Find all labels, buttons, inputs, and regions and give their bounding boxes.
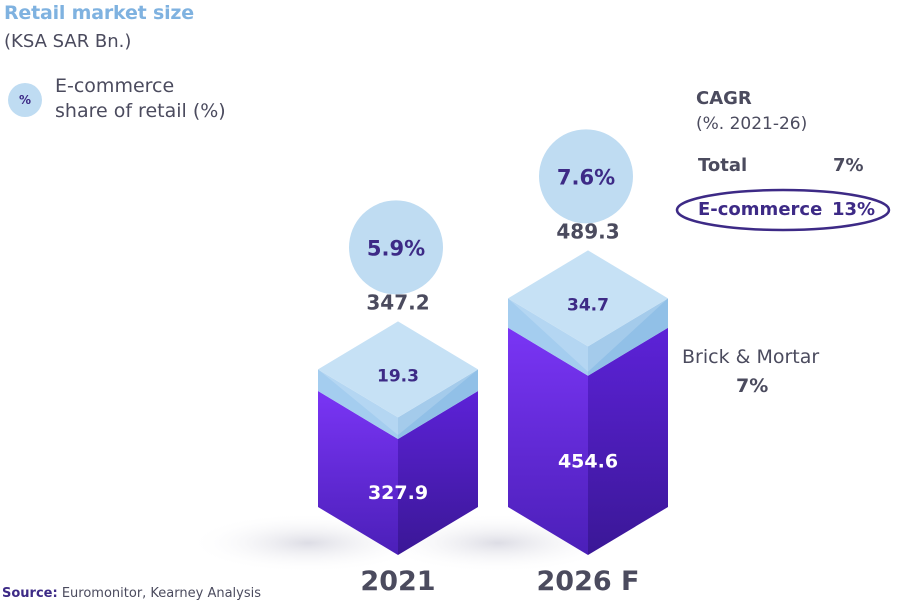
legend-label-line2: share of retail (%) (55, 100, 226, 122)
cagr-total-label: Total (698, 155, 748, 176)
ecommerce-bar-right-0 (398, 369, 478, 440)
ecommerce-bar-top-1 (508, 250, 668, 347)
ecommerce-bar-inner-0 (318, 369, 478, 436)
brick-mortar-bar-right-0 (398, 391, 478, 555)
share-bubble-1 (539, 129, 633, 224)
total-value-label-0: 347.2 (366, 290, 429, 314)
cagr-total-value: 7% (833, 155, 864, 176)
cagr-brick-mortar-label: Brick & Mortar (682, 346, 820, 368)
ecommerce-bar-inner-1 (508, 298, 668, 372)
brick-mortar-bar-right-1 (588, 327, 668, 555)
ecommerce-value-label-1: 34.7 (567, 295, 609, 315)
legend-label: E-commerce share of retail (%) (55, 74, 295, 124)
source-text: Euromonitor, Kearney Analysis (61, 586, 262, 601)
share-bubble-label-1: 7.6% (557, 165, 615, 189)
cagr-ecommerce-value: 13% (832, 199, 876, 220)
category-label-0: 2021 (360, 566, 435, 597)
brick-mortar-value-label-0: 327.9 (368, 482, 428, 504)
ecommerce-bar-left-0 (318, 369, 398, 440)
cagr-ecommerce-label: E-commerce (698, 199, 823, 220)
ecommerce-value-label-0: 19.3 (377, 366, 419, 386)
category-label-1: 2026 F (537, 566, 640, 597)
ecommerce-cagr-highlight-ring (675, 188, 891, 232)
ecommerce-bar-right-1 (588, 298, 668, 376)
legend-label-line1: E-commerce (55, 75, 175, 97)
source-note: Source: Euromonitor, Kearney Analysis (2, 586, 261, 601)
chart-title: Retail market size (4, 2, 194, 24)
brick-mortar-bar-left-1 (508, 327, 588, 555)
cagr-heading: CAGR (696, 88, 752, 109)
ecommerce-bar-left-1 (508, 298, 588, 376)
brick-mortar-value-label-1: 454.6 (558, 450, 618, 472)
cagr-brick-mortar-value: 7% (736, 375, 769, 397)
source-label: Source: (2, 586, 58, 601)
cagr-subheading: (%. 2021-26) (696, 114, 808, 134)
chart-unit: (KSA SAR Bn.) (4, 31, 132, 52)
legend-share-icon: % (8, 83, 42, 117)
share-bubble-0 (349, 200, 443, 295)
ecommerce-bar-top-0 (318, 321, 478, 418)
share-bubble-label-0: 5.9% (367, 236, 425, 260)
brick-mortar-bar-left-0 (318, 391, 398, 555)
total-value-label-1: 489.3 (556, 219, 619, 243)
